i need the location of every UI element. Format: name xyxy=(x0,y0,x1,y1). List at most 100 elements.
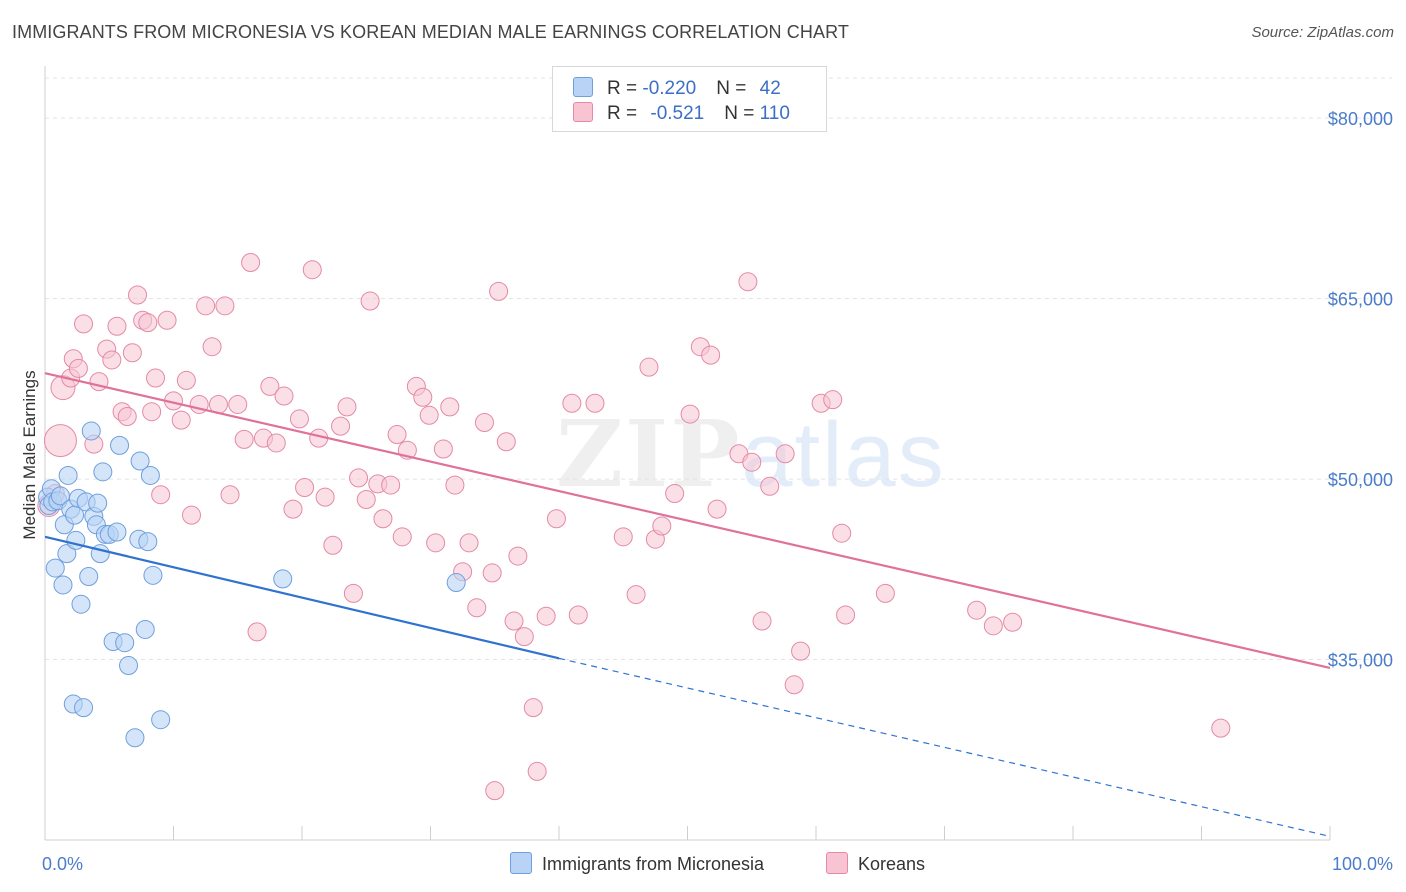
micronesia-point xyxy=(135,619,155,639)
koreans-trend-line xyxy=(44,372,1331,670)
koreans-point xyxy=(426,533,446,553)
koreans-point xyxy=(413,387,433,407)
correlation-legend: R = -0.220 N = 42 R = -0.521 N = 110 xyxy=(552,66,827,132)
koreans-point xyxy=(181,505,201,525)
koreans-point xyxy=(241,253,261,272)
legend-r-value: -0.521 xyxy=(650,103,705,124)
legend-n-label: N = xyxy=(716,78,752,99)
micronesia-point xyxy=(125,728,145,748)
koreans-point xyxy=(536,606,556,626)
koreans-point xyxy=(467,598,487,618)
koreans-point xyxy=(760,476,780,496)
koreans-point xyxy=(419,405,439,425)
micronesia-trend-extension xyxy=(558,657,1331,837)
koreans-point xyxy=(349,468,369,488)
tick-labels: $80,000 $65,000 $50,000 $35,000 0.0% 100.0% xyxy=(42,109,1393,874)
koreans-point xyxy=(343,583,363,603)
legend-row-micronesia: R = -0.220 N = 42 xyxy=(573,77,781,101)
koreans-point xyxy=(117,407,137,426)
micronesia-point xyxy=(140,465,160,485)
koreans-point xyxy=(568,605,588,625)
koreans-points xyxy=(37,253,1231,801)
bottom-legend-label-blue: Immigrants from Micronesia xyxy=(542,854,765,874)
koreans-point xyxy=(701,345,721,365)
koreans-point xyxy=(433,439,453,459)
koreans-point xyxy=(387,425,407,445)
legend-n-value: 42 xyxy=(759,78,781,99)
koreans-point xyxy=(832,523,852,543)
legend-r-label: R = xyxy=(607,103,643,124)
koreans-point xyxy=(196,296,216,316)
koreans-point xyxy=(289,409,309,429)
micronesia-point xyxy=(81,421,101,441)
micronesia-point xyxy=(115,633,135,653)
y-tick-label: $80,000 xyxy=(1328,109,1393,129)
koreans-point xyxy=(680,404,700,424)
koreans-point xyxy=(983,616,1003,636)
koreans-point xyxy=(373,509,393,529)
micronesia-point xyxy=(138,532,158,552)
bottom-legend-label-pink: Koreans xyxy=(858,854,926,874)
axes xyxy=(44,66,1331,841)
source-label: Source: ZipAtlas.com xyxy=(1251,24,1394,41)
micronesia-point xyxy=(74,698,94,718)
micronesia-point xyxy=(71,594,91,614)
koreans-point xyxy=(485,781,505,801)
y-tick-label: $65,000 xyxy=(1328,290,1393,310)
chart-title: IMMIGRANTS FROM MICRONESIA VS KOREAN MED… xyxy=(12,22,849,42)
micronesia-point xyxy=(143,565,163,585)
micronesia-point xyxy=(58,465,78,485)
micronesia-point xyxy=(88,493,108,513)
micronesia-point xyxy=(151,710,171,730)
koreans-point xyxy=(295,477,315,497)
micronesia-trend-line xyxy=(44,535,560,660)
koreans-point xyxy=(146,368,166,388)
micronesia-point xyxy=(273,569,293,589)
micronesia-point xyxy=(119,656,139,676)
koreans-point xyxy=(138,313,158,333)
koreans-point xyxy=(220,485,240,505)
micronesia-point xyxy=(107,522,127,542)
koreans-point xyxy=(202,337,222,357)
micronesia-point xyxy=(110,435,130,455)
koreans-point xyxy=(784,675,804,695)
koreans-point xyxy=(665,484,685,503)
koreans-point xyxy=(562,393,582,413)
micronesia-point xyxy=(57,544,77,564)
koreans-point xyxy=(381,475,401,495)
koreans-point xyxy=(228,394,248,414)
bottom-legend-swatch-pink xyxy=(826,852,848,874)
koreans-point xyxy=(527,761,547,781)
x-tick-label-min: 0.0% xyxy=(42,854,83,874)
koreans-point xyxy=(331,416,351,436)
koreans-point xyxy=(266,433,286,453)
koreans-point xyxy=(652,516,672,536)
koreans-point xyxy=(613,527,633,547)
legend-swatch-blue xyxy=(573,77,593,97)
grid-lines xyxy=(45,77,1392,661)
watermark: ZIPatlas xyxy=(556,400,946,508)
koreans-point xyxy=(482,563,502,583)
koreans-point xyxy=(504,611,524,631)
koreans-point xyxy=(247,622,267,642)
koreans-point xyxy=(234,429,254,449)
koreans-point xyxy=(523,698,543,718)
koreans-point xyxy=(157,310,177,330)
legend-n-value: 110 xyxy=(759,103,790,124)
koreans-point xyxy=(875,583,895,603)
koreans-point xyxy=(107,316,127,336)
koreans-point xyxy=(738,272,758,292)
koreans-point xyxy=(337,397,357,417)
koreans-point xyxy=(742,452,762,472)
watermark-zip: ZIP xyxy=(556,400,742,508)
koreans-point xyxy=(775,444,795,464)
legend-r-label: R = xyxy=(607,78,643,99)
micronesia-points xyxy=(38,421,466,748)
koreans-point xyxy=(1211,718,1231,738)
y-tick-label: $50,000 xyxy=(1328,470,1393,490)
koreans-point xyxy=(274,386,294,406)
koreans-point xyxy=(626,585,646,605)
koreans-point xyxy=(445,475,465,495)
koreans-point xyxy=(260,376,280,396)
